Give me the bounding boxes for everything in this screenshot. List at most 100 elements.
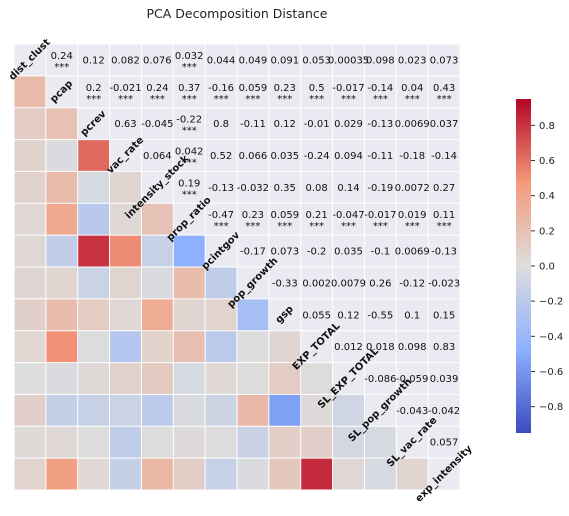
- cell-value-label: 0.27: [433, 183, 455, 194]
- cell-value-label: 0.63: [114, 119, 136, 130]
- heatmap-cell: [173, 330, 206, 363]
- cell-value-label: -0.021: [109, 83, 141, 94]
- cell-value-label: 0.15: [433, 310, 455, 321]
- cell-significance-label: ***: [182, 126, 197, 137]
- heatmap-cell: [237, 330, 269, 363]
- cell-value-label: -0.059: [396, 374, 428, 385]
- cell-value-label: 0.23: [274, 83, 296, 94]
- cell-value-label: 0.24: [51, 51, 73, 62]
- heatmap-cell: [77, 235, 110, 267]
- heatmap-cell: [14, 426, 46, 459]
- cell-significance-label: ***: [373, 94, 388, 105]
- cell-significance-label: ***: [437, 94, 452, 105]
- colorbar-tick-label: −0.6: [539, 367, 563, 378]
- heatmap-cell: [173, 298, 206, 331]
- heatmap-cell: [14, 330, 46, 363]
- heatmap-cell: [173, 362, 206, 395]
- heatmap-cell: [141, 267, 174, 299]
- heatmap-cell: [14, 171, 46, 204]
- cell-significance-label: ***: [309, 94, 324, 105]
- cell-value-label: -0.47: [208, 210, 234, 221]
- cell-significance-label: ***: [54, 62, 69, 73]
- cell-value-label: 0.064: [143, 151, 172, 162]
- cell-value-label: -0.045: [141, 119, 173, 130]
- cell-value-label: 0.21: [306, 210, 328, 221]
- cell-value-label: 0.053: [302, 55, 331, 66]
- cell-value-label: -0.55: [367, 310, 393, 321]
- grid-layer: [13, 43, 461, 491]
- heatmap-cell: [109, 330, 142, 363]
- heatmap-cell: [141, 235, 174, 267]
- colorbar-tick-label: −0.2: [539, 297, 563, 308]
- heatmap-cell: [14, 139, 46, 172]
- heatmap-cell: [109, 203, 142, 236]
- chart-title: PCA Decomposition Distance: [147, 6, 328, 21]
- heatmap-cell: [14, 394, 46, 427]
- cell-value-label: 0.19: [178, 178, 200, 189]
- heatmap-cell: [45, 171, 78, 204]
- colorbar: 0.8 0.6 0.4 0.2 0.0 −0.2 −0.4 −0.6 −0.8: [516, 99, 563, 433]
- cell-value-label: 0.082: [111, 55, 140, 66]
- heatmap-cell: [45, 235, 78, 267]
- colorbar-tick-label: 0.4: [539, 191, 555, 202]
- cell-significance-label: ***: [182, 189, 197, 200]
- cell-layer: [14, 75, 429, 490]
- cell-value-label: -0.18: [399, 151, 425, 162]
- cell-value-label: 0.37: [178, 83, 200, 94]
- cell-significance-label: ***: [118, 94, 133, 105]
- cell-value-label: -0.01: [304, 119, 330, 130]
- cell-value-label: 0.073: [270, 247, 299, 258]
- heatmap-cell: [237, 298, 269, 331]
- heatmap-cell: [268, 394, 301, 427]
- heatmap-cell: [205, 426, 237, 459]
- cell-value-label: 0.066: [239, 151, 268, 162]
- heatmap-cell: [77, 394, 110, 427]
- cell-significance-label: ***: [309, 221, 324, 232]
- heatmap-cell: [14, 458, 46, 490]
- cell-value-label: 0.83: [433, 342, 455, 353]
- heatmap-cell: [364, 458, 397, 490]
- cell-value-label: -0.17: [240, 247, 266, 258]
- heatmap-cell: [77, 458, 110, 490]
- heatmap-cell: [45, 458, 78, 490]
- cell-value-label: -0.017: [332, 83, 364, 94]
- heatmap-cell: [364, 426, 397, 459]
- cell-value-label: 0.5: [309, 83, 325, 94]
- cell-value-label: -0.023: [428, 278, 460, 289]
- cell-value-label: 0.26: [369, 278, 391, 289]
- cell-value-label: -0.13: [431, 247, 457, 258]
- heatmap-cell: [14, 203, 46, 236]
- heatmap-cell: [45, 394, 78, 427]
- cell-value-label: -0.017: [364, 210, 396, 221]
- cell-value-label: 0.52: [210, 151, 232, 162]
- heatmap-cell: [77, 362, 110, 395]
- cell-value-label: 0.044: [207, 55, 236, 66]
- heatmap-cell: [173, 394, 206, 427]
- heatmap-cell: [77, 203, 110, 236]
- heatmap-cell: [141, 458, 174, 490]
- cell-value-label: 0.23: [242, 210, 264, 221]
- cell-value-label: 0.12: [337, 310, 359, 321]
- cell-value-label: 0.002: [302, 278, 331, 289]
- cell-value-label: -0.12: [399, 278, 425, 289]
- cell-significance-label: ***: [405, 94, 420, 105]
- heatmap-cell: [205, 458, 237, 490]
- heatmap-cell: [14, 267, 46, 299]
- colorbar-tick-label: 0.2: [539, 226, 555, 237]
- heatmap-cell: [237, 458, 269, 490]
- cell-value-label: 0.055: [302, 310, 331, 321]
- colorbar-tick-label: −0.4: [539, 332, 563, 343]
- heatmap-cell: [205, 267, 237, 299]
- cell-significance-label: ***: [277, 94, 292, 105]
- heatmap-cell: [14, 298, 46, 331]
- cell-value-label: 0.0072: [395, 183, 430, 194]
- heatmap-cell: [45, 362, 78, 395]
- cell-significance-label: ***: [405, 221, 420, 232]
- cell-value-label: 0.12: [83, 55, 105, 66]
- cell-value-label: -0.043: [396, 406, 428, 417]
- heatmap-cell: [268, 458, 301, 490]
- cell-value-label: 0.039: [430, 374, 459, 385]
- cell-value-label: 0.076: [143, 55, 172, 66]
- cell-significance-label: ***: [182, 158, 197, 169]
